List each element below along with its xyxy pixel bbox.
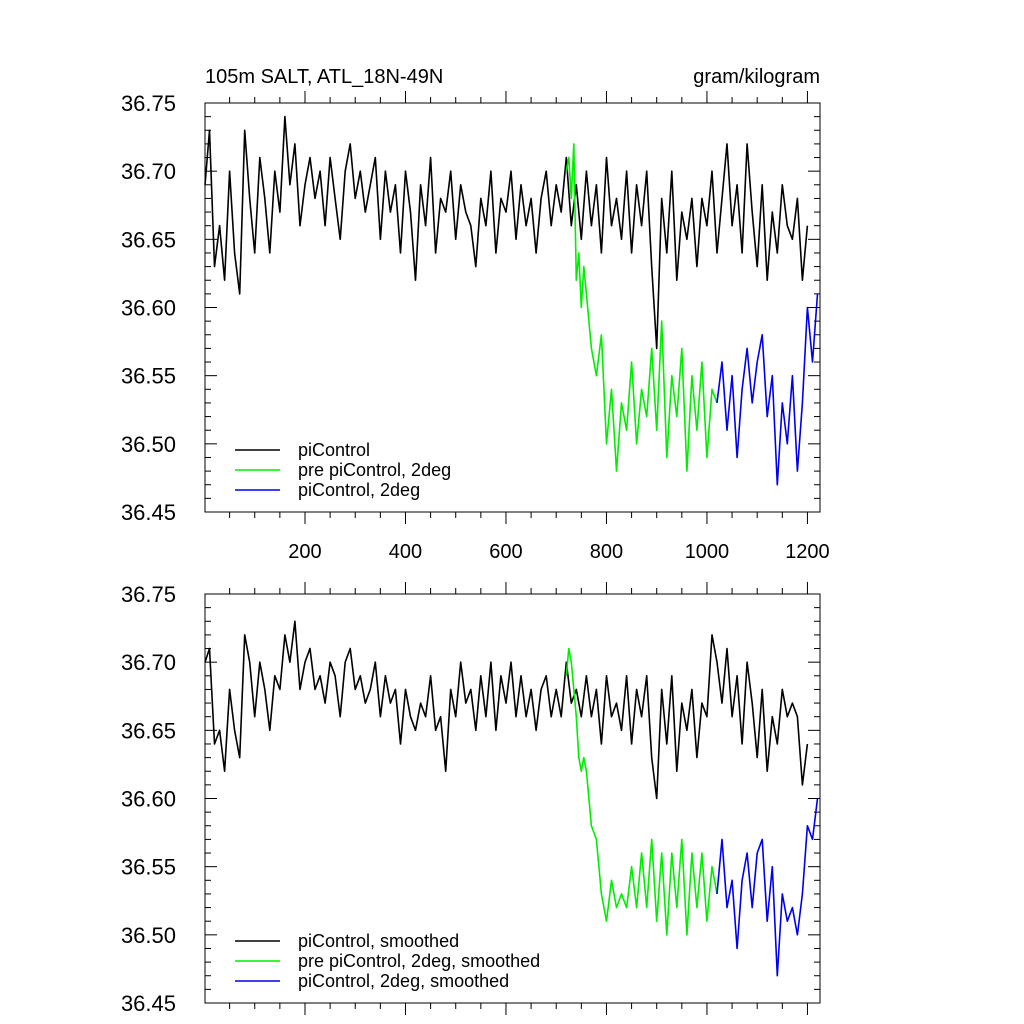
series-line-2 <box>716 293 819 486</box>
y-tick-label: 36.70 <box>121 159 176 184</box>
x-tick-label: 400 <box>389 541 422 563</box>
series-line-0 <box>204 115 809 350</box>
x-tick-label: 800 <box>590 541 623 563</box>
y-tick-label: 36.75 <box>121 582 176 607</box>
series-line-2 <box>716 798 819 977</box>
y-tick-label: 36.55 <box>121 364 176 389</box>
x-tick-label: 1000 <box>685 541 730 563</box>
y-tick-label: 36.50 <box>121 923 176 948</box>
y-tick-label: 36.45 <box>121 991 176 1016</box>
legend-label: piControl, smoothed <box>298 931 459 951</box>
y-tick-label: 36.65 <box>121 227 176 252</box>
y-tick-label: 36.65 <box>121 718 176 743</box>
legend-label: piControl <box>298 440 370 460</box>
x-tick-label: 200 <box>288 541 321 563</box>
x-tick-label: 600 <box>489 541 522 563</box>
bottom-panel: 36.45 36.50 36.55 36.60 36.65 36.70 36.75 piCon… <box>121 582 821 1016</box>
legend-label: pre piControl, 2deg, smoothed <box>298 951 540 971</box>
chart-units-label: gram/kilogram <box>693 66 820 88</box>
legend-label: pre piControl, 2deg <box>298 460 451 480</box>
y-tick-label: 36.50 <box>121 432 176 457</box>
top-panel: 200 400 600 800 1000 1200 36.45 36.50 36.55 36.60… <box>121 66 830 563</box>
y-tick-label: 36.70 <box>121 650 176 675</box>
y-tick-label: 36.45 <box>121 500 176 525</box>
y-tick-label: 36.60 <box>121 296 176 321</box>
y-tick-label: 36.55 <box>121 855 176 880</box>
y-tick-label: 36.75 <box>121 91 176 116</box>
legend-label: piControl, 2deg <box>298 480 420 500</box>
y-tick-label: 36.60 <box>121 787 176 812</box>
series-line-1 <box>565 143 718 472</box>
legend-label: piControl, 2deg, smoothed <box>298 971 509 991</box>
series-line-1 <box>565 647 718 936</box>
series-line-0 <box>204 620 809 800</box>
x-tick-label: 1200 <box>785 541 830 563</box>
chart-title-left: 105m SALT, ATL_18N-49N <box>205 66 443 88</box>
